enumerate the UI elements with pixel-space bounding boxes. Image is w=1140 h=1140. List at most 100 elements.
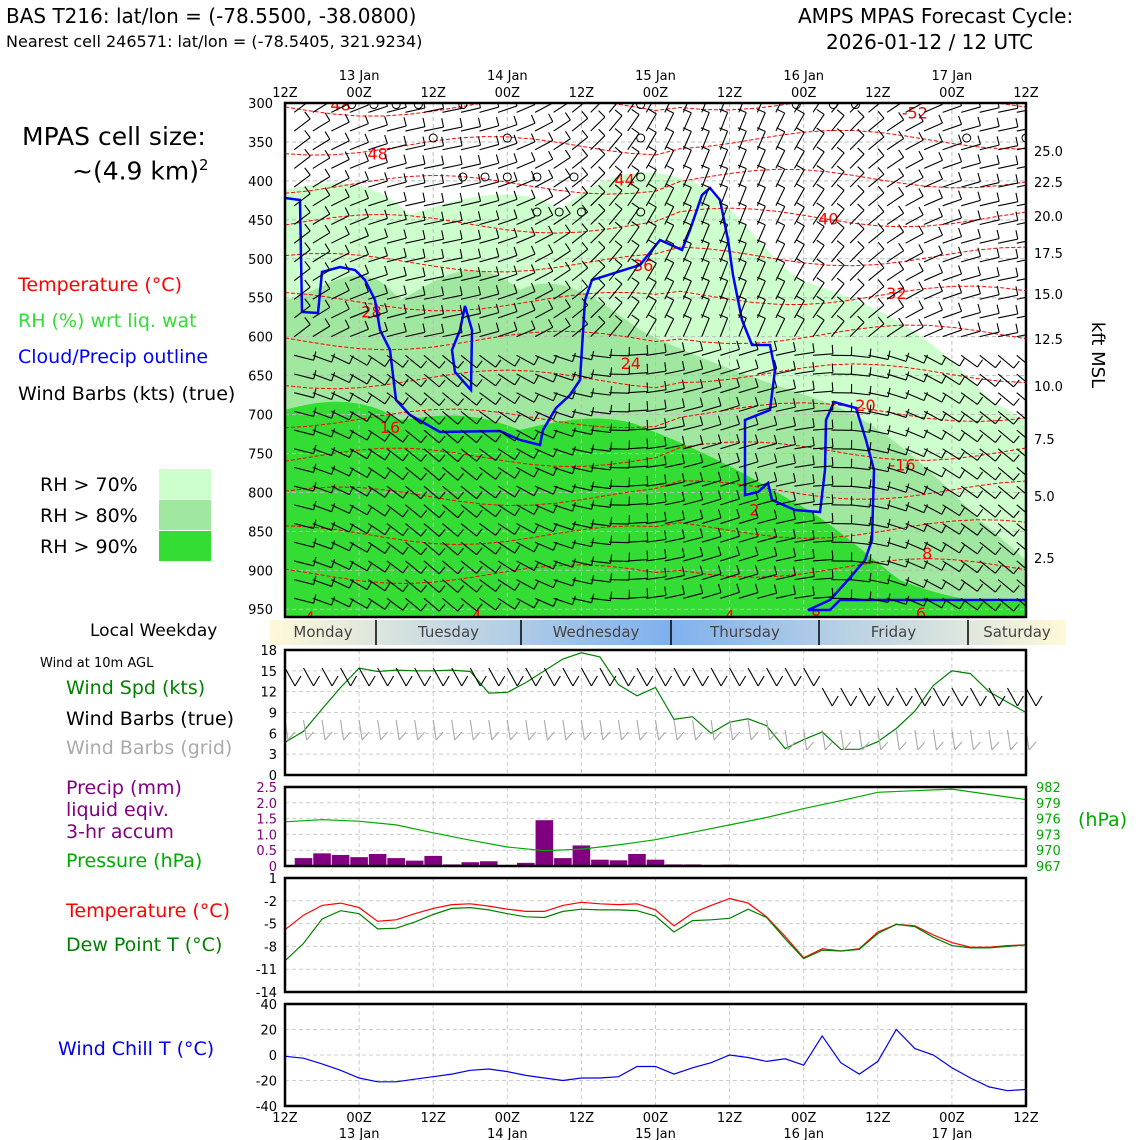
wind-barb <box>998 192 1019 207</box>
pressure-tick-label: 550 <box>248 292 273 307</box>
wind-barb-shaft <box>293 193 311 207</box>
wind-barb-shaft <box>849 541 870 545</box>
wind-barb-shaft <box>701 112 710 132</box>
wind-barb-shaft <box>923 392 943 403</box>
bottom-date-label: 13 Jan <box>339 1127 380 1140</box>
wind-barb-flag <box>457 566 465 575</box>
wind-barb-flag <box>305 93 310 100</box>
wind-barb-shaft <box>979 373 996 387</box>
wind-barb-flag <box>773 528 778 538</box>
wind-barb-shaft <box>442 597 459 612</box>
wind-barb-flag <box>366 562 373 572</box>
wind-barb-flag <box>676 731 685 741</box>
wind-barb-shaft <box>479 523 496 536</box>
precip-bar <box>294 858 313 866</box>
wind-barb-shaft <box>442 354 459 369</box>
wind-barb-shaft <box>997 541 1014 556</box>
wind-barb <box>737 276 747 300</box>
wind-barb-flag <box>994 528 1002 537</box>
wind-barb-shaft <box>831 264 845 281</box>
weekday-label: Friday <box>871 623 917 641</box>
bottom-time-tick: 12Z <box>272 1111 298 1126</box>
wind-barb-flag <box>792 435 796 445</box>
wind-barb-shaft <box>905 158 924 169</box>
wind-barb <box>423 118 445 132</box>
wind-barb-shaft <box>534 504 554 514</box>
wind-barb-shaft <box>497 354 516 367</box>
cross-section-frame <box>283 101 1028 619</box>
wind-barb-shaft <box>997 467 1014 481</box>
wind-barb-true <box>432 667 450 687</box>
wind-barb-shaft <box>516 253 536 263</box>
wind-barb-flag <box>699 546 704 556</box>
wind-barb-shaft <box>284 667 296 687</box>
wind-barb-shaft <box>497 161 518 169</box>
wind-barb <box>812 513 834 525</box>
wind-barb-shaft <box>646 426 667 431</box>
wind-barb-shaft <box>831 152 845 169</box>
wind-barb-shaft <box>701 261 710 281</box>
wind-barb-shaft <box>831 246 845 263</box>
wind-barb-shaft <box>293 268 311 282</box>
wind-barb-flag <box>831 475 834 485</box>
wind-barb-flag <box>796 127 805 133</box>
wind-barb-shaft <box>979 541 996 556</box>
wind-barb-shaft <box>543 719 548 741</box>
wind-barb <box>386 410 409 424</box>
wind-barb <box>718 295 729 319</box>
wind-barb-flag <box>750 731 759 741</box>
wind-barb-flag <box>441 211 445 221</box>
wind-barb-shaft <box>479 485 496 499</box>
wind-barb <box>720 490 740 506</box>
wind-barb-flag <box>857 297 865 305</box>
wind-barb-shaft <box>423 485 440 500</box>
wind-barb <box>460 429 483 443</box>
weekday-bar <box>270 620 1066 645</box>
wind-barb-flag <box>598 147 606 155</box>
wind-barb-grid <box>840 729 852 751</box>
wind-barb <box>1016 579 1026 589</box>
wind-barb-flag <box>384 377 391 386</box>
panel-tick-label: 1.0 <box>256 828 277 843</box>
wind-barb <box>646 530 667 543</box>
wind-barb-shaft <box>368 429 386 442</box>
wind-barb <box>775 379 796 394</box>
wind-barb <box>812 165 825 188</box>
wind-barb-shaft <box>571 323 589 338</box>
wind-barb-flag <box>495 229 500 239</box>
wind-barb <box>460 267 482 282</box>
wind-barb <box>553 205 571 225</box>
forecast-cycle-title: AMPS MPAS Forecast Cycle: <box>798 4 1074 28</box>
wind-barb-flag <box>695 731 703 741</box>
wind-barb-shaft <box>923 560 943 571</box>
wind-barb-shaft <box>701 349 722 356</box>
wind-barb-flag <box>1013 510 1020 519</box>
wind-barb-shaft <box>683 573 703 581</box>
wind-barb-shaft <box>460 523 477 537</box>
wind-barb-flag <box>938 151 943 161</box>
wind-barb-flag <box>459 211 463 221</box>
wind-barb-flag <box>457 416 465 425</box>
wind-barb-true <box>969 687 987 707</box>
wind-barb-flag <box>476 453 483 462</box>
wind-barb-flag <box>816 165 825 172</box>
wind-barb-flag <box>366 581 373 590</box>
wind-barb-flag <box>420 472 428 481</box>
wind-barb-shaft <box>349 523 368 534</box>
wind-barb-shaft <box>1016 296 1026 300</box>
wind-barb <box>720 340 740 356</box>
top-date-label: 17 Jan <box>932 69 973 84</box>
wind-barb <box>479 135 500 151</box>
wind-barb <box>720 396 740 412</box>
wind-barb-flag <box>366 413 373 422</box>
wind-barb-flag <box>548 169 554 179</box>
wind-barb-flag <box>887 556 891 566</box>
wind-barb-shaft <box>794 538 815 543</box>
wind-barb-flag <box>824 741 833 751</box>
wind-barb <box>590 386 613 396</box>
wind-barb-shaft <box>553 466 573 475</box>
wind-barb-shaft <box>608 302 623 319</box>
wind-barb-shaft <box>738 423 759 431</box>
wind-barb <box>331 113 350 132</box>
wind-barb-flag <box>422 155 426 165</box>
